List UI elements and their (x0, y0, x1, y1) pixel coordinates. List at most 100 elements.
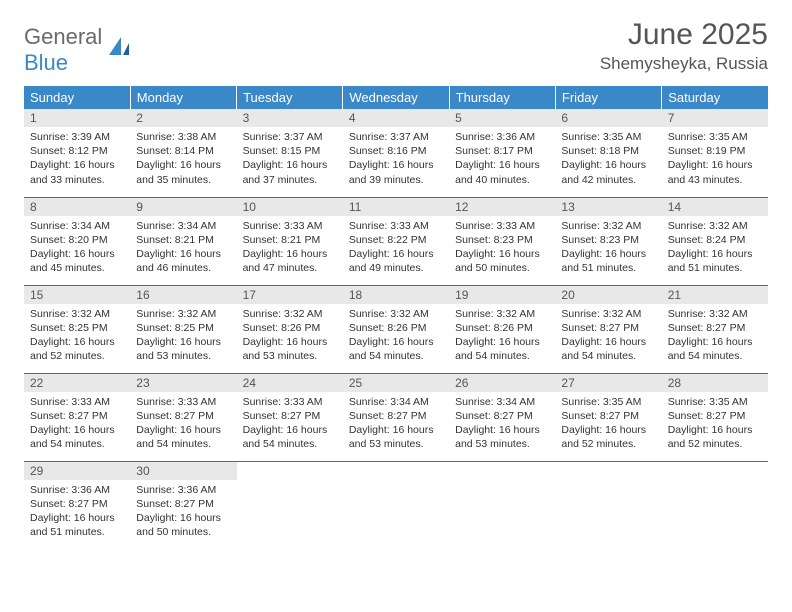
sunset-text: Sunset: 8:27 PM (668, 321, 762, 335)
day-number: 26 (449, 374, 555, 392)
calendar-cell: 3Sunrise: 3:37 AMSunset: 8:15 PMDaylight… (237, 109, 343, 197)
calendar-cell: 2 Sunrise: 3:38 AMSunset: 8:14 PMDaylight… (130, 109, 236, 197)
day-details: Sunrise: 3:35 AMSunset: 8:27 PMDaylight:… (555, 392, 661, 456)
daylight-text: Daylight: 16 hours and 42 minutes. (561, 158, 655, 186)
day-details: Sunrise: 3:32 AMSunset: 8:24 PMDaylight:… (662, 216, 768, 280)
sunrise-text: Sunrise: 3:35 AM (561, 130, 655, 144)
sunset-text: Sunset: 8:27 PM (561, 409, 655, 423)
day-number: 6 (555, 109, 661, 127)
daylight-text: Daylight: 16 hours and 47 minutes. (243, 247, 337, 275)
day-details: Sunrise: 3:32 AMSunset: 8:25 PMDaylight:… (130, 304, 236, 368)
sunset-text: Sunset: 8:16 PM (349, 144, 443, 158)
sunset-text: Sunset: 8:15 PM (243, 144, 337, 158)
calendar-cell: 26Sunrise: 3:34 AMSunset: 8:27 PMDayligh… (449, 373, 555, 461)
day-details: Sunrise: 3:36 AMSunset: 8:27 PMDaylight:… (130, 480, 236, 544)
daylight-text: Daylight: 16 hours and 54 minutes. (136, 423, 230, 451)
day-number: 27 (555, 374, 661, 392)
logo-word2: Blue (24, 50, 68, 75)
sunrise-text: Sunrise: 3:38 AM (136, 130, 230, 144)
daylight-text: Daylight: 16 hours and 53 minutes. (349, 423, 443, 451)
weekday-saturday: Saturday (662, 86, 768, 109)
sunrise-text: Sunrise: 3:34 AM (30, 219, 124, 233)
sunrise-text: Sunrise: 3:35 AM (668, 395, 762, 409)
calendar-cell: 24Sunrise: 3:33 AMSunset: 8:27 PMDayligh… (237, 373, 343, 461)
daylight-text: Daylight: 16 hours and 52 minutes. (30, 335, 124, 363)
sunrise-text: Sunrise: 3:33 AM (30, 395, 124, 409)
calendar-cell: 19Sunrise: 3:32 AMSunset: 8:26 PMDayligh… (449, 285, 555, 373)
daylight-text: Daylight: 16 hours and 46 minutes. (136, 247, 230, 275)
sunset-text: Sunset: 8:27 PM (561, 321, 655, 335)
day-number: 3 (237, 109, 343, 127)
day-details: Sunrise: 3:37 AMSunset: 8:16 PMDaylight:… (343, 127, 449, 191)
day-number: 14 (662, 198, 768, 216)
sunset-text: Sunset: 8:27 PM (136, 409, 230, 423)
calendar-cell: 15Sunrise: 3:32 AMSunset: 8:25 PMDayligh… (24, 285, 130, 373)
day-number: 18 (343, 286, 449, 304)
sunrise-text: Sunrise: 3:33 AM (349, 219, 443, 233)
day-details: Sunrise: 3:32 AMSunset: 8:27 PMDaylight:… (662, 304, 768, 368)
calendar-cell: 6Sunrise: 3:35 AMSunset: 8:18 PMDaylight… (555, 109, 661, 197)
day-number: 11 (343, 198, 449, 216)
calendar-cell: 10Sunrise: 3:33 AMSunset: 8:21 PMDayligh… (237, 197, 343, 285)
daylight-text: Daylight: 16 hours and 51 minutes. (561, 247, 655, 275)
day-number: 21 (662, 286, 768, 304)
daylight-text: Daylight: 16 hours and 51 minutes. (30, 511, 124, 539)
day-number: 17 (237, 286, 343, 304)
daylight-text: Daylight: 16 hours and 54 minutes. (349, 335, 443, 363)
sunset-text: Sunset: 8:27 PM (30, 497, 124, 511)
day-number: 28 (662, 374, 768, 392)
day-details: Sunrise: 3:33 AMSunset: 8:21 PMDaylight:… (237, 216, 343, 280)
weekday-wednesday: Wednesday (343, 86, 449, 109)
daylight-text: Daylight: 16 hours and 54 minutes. (243, 423, 337, 451)
day-number: 16 (130, 286, 236, 304)
daylight-text: Daylight: 16 hours and 50 minutes. (455, 247, 549, 275)
sunrise-text: Sunrise: 3:33 AM (455, 219, 549, 233)
sunrise-text: Sunrise: 3:37 AM (349, 130, 443, 144)
sunset-text: Sunset: 8:14 PM (136, 144, 230, 158)
day-number: 24 (237, 374, 343, 392)
sail-icon (107, 35, 133, 66)
calendar-cell: 8Sunrise: 3:34 AMSunset: 8:20 PMDaylight… (24, 197, 130, 285)
sunset-text: Sunset: 8:27 PM (30, 409, 124, 423)
day-number: 7 (662, 109, 768, 127)
day-number: 4 (343, 109, 449, 127)
daylight-text: Daylight: 16 hours and 52 minutes. (561, 423, 655, 451)
daylight-text: Daylight: 16 hours and 40 minutes. (455, 158, 549, 186)
daylight-text: Daylight: 16 hours and 54 minutes. (561, 335, 655, 363)
calendar-cell: 27Sunrise: 3:35 AMSunset: 8:27 PMDayligh… (555, 373, 661, 461)
day-details: Sunrise: 3:32 AMSunset: 8:25 PMDaylight:… (24, 304, 130, 368)
sunrise-text: Sunrise: 3:36 AM (30, 483, 124, 497)
calendar-table: Sunday Monday Tuesday Wednesday Thursday… (24, 86, 768, 549)
calendar-cell: 29Sunrise: 3:36 AMSunset: 8:27 PMDayligh… (24, 461, 130, 549)
day-details: Sunrise: 3:36 AMSunset: 8:27 PMDaylight:… (24, 480, 130, 544)
day-number: 1 (24, 109, 130, 127)
sunset-text: Sunset: 8:22 PM (349, 233, 443, 247)
calendar-cell (343, 461, 449, 549)
sunrise-text: Sunrise: 3:36 AM (136, 483, 230, 497)
daylight-text: Daylight: 16 hours and 39 minutes. (349, 158, 443, 186)
day-details: Sunrise: 3:33 AMSunset: 8:27 PMDaylight:… (237, 392, 343, 456)
day-details: Sunrise: 3:35 AMSunset: 8:18 PMDaylight:… (555, 127, 661, 191)
day-number: 2 (130, 109, 236, 127)
sunrise-text: Sunrise: 3:34 AM (349, 395, 443, 409)
calendar-cell (555, 461, 661, 549)
calendar-row: 8Sunrise: 3:34 AMSunset: 8:20 PMDaylight… (24, 197, 768, 285)
calendar-cell: 4Sunrise: 3:37 AMSunset: 8:16 PMDaylight… (343, 109, 449, 197)
day-details: Sunrise: 3:39 AMSunset: 8:12 PMDaylight:… (24, 127, 130, 191)
calendar-cell (449, 461, 555, 549)
daylight-text: Daylight: 16 hours and 53 minutes. (455, 423, 549, 451)
weekday-sunday: Sunday (24, 86, 130, 109)
sunrise-text: Sunrise: 3:32 AM (561, 219, 655, 233)
daylight-text: Daylight: 16 hours and 37 minutes. (243, 158, 337, 186)
day-number: 12 (449, 198, 555, 216)
daylight-text: Daylight: 16 hours and 35 minutes. (136, 158, 230, 186)
day-details: Sunrise: 3:32 AMSunset: 8:23 PMDaylight:… (555, 216, 661, 280)
daylight-text: Daylight: 16 hours and 45 minutes. (30, 247, 124, 275)
day-number: 8 (24, 198, 130, 216)
day-number: 29 (24, 462, 130, 480)
day-details: Sunrise: 3:32 AMSunset: 8:27 PMDaylight:… (555, 304, 661, 368)
day-number: 15 (24, 286, 130, 304)
sunrise-text: Sunrise: 3:35 AM (668, 130, 762, 144)
sunset-text: Sunset: 8:23 PM (455, 233, 549, 247)
day-number: 19 (449, 286, 555, 304)
